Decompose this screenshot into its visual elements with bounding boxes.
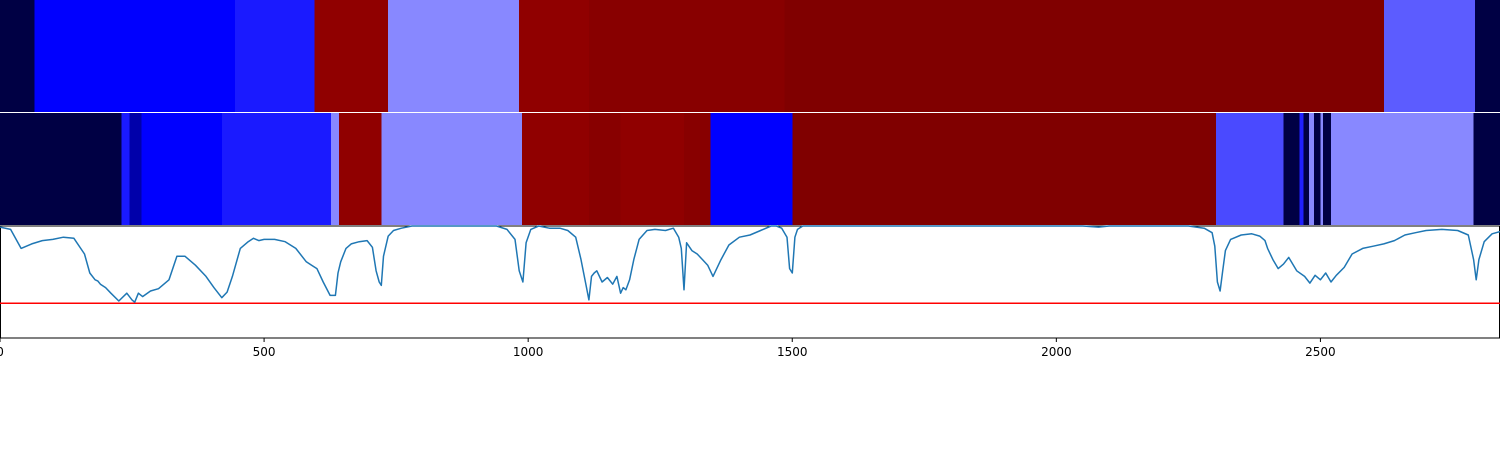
heat-segment-track-1 [388, 0, 520, 112]
heat-segment-track-1 [1383, 0, 1476, 112]
heat-segment-track-2 [141, 113, 222, 225]
heat-segment-track-2 [1314, 113, 1321, 225]
heat-segment-track-2 [1299, 113, 1304, 225]
heat-segment-track-1 [519, 0, 589, 112]
heat-segment-track-2 [1330, 113, 1474, 225]
heat-segment-track-2 [588, 113, 621, 225]
heat-segment-track-2 [381, 113, 522, 225]
heat-segment-track-1 [235, 0, 315, 112]
heat-segment-track-2 [1283, 113, 1300, 225]
heat-segment-track-1 [314, 0, 389, 112]
heat-segment-track-2 [1303, 113, 1309, 225]
x-tick-label: 1500 [777, 345, 808, 359]
heat-segment-track-1 [784, 0, 1384, 112]
heat-segment-track-2 [1308, 113, 1315, 225]
x-tick-label: 500 [253, 345, 276, 359]
heat-segment-track-2 [121, 113, 130, 225]
heat-segment-track-2 [1320, 113, 1324, 225]
heat-segment-track-2 [129, 113, 142, 225]
heat-segment-track-2 [683, 113, 711, 225]
heat-segment-track-2 [792, 113, 1216, 225]
x-tick-label: 2000 [1041, 345, 1072, 359]
heat-segment-track-2 [1215, 113, 1284, 225]
heat-segment-track-2 [1473, 113, 1500, 225]
heat-segment-track-2 [331, 113, 340, 225]
heat-segment-track-1 [0, 0, 35, 112]
heat-segment-track-1 [588, 0, 785, 112]
series-line [0, 225, 1500, 303]
heat-segment-track-1 [34, 0, 236, 112]
heat-segment-track-2 [521, 113, 589, 225]
heat-segment-track-2 [1323, 113, 1331, 225]
line-panel-frame [0, 225, 1500, 339]
x-tick-label: 1000 [513, 345, 544, 359]
heat-segment-track-2 [620, 113, 684, 225]
heat-segment-track-2 [339, 113, 382, 225]
heat-segment-track-2 [221, 113, 332, 225]
x-tick-label: 0 [0, 345, 4, 359]
heat-segment-track-2 [710, 113, 793, 225]
heat-segment-track-1 [1475, 0, 1500, 112]
x-tick-label: 2500 [1305, 345, 1336, 359]
heat-segment-track-2 [0, 113, 122, 225]
